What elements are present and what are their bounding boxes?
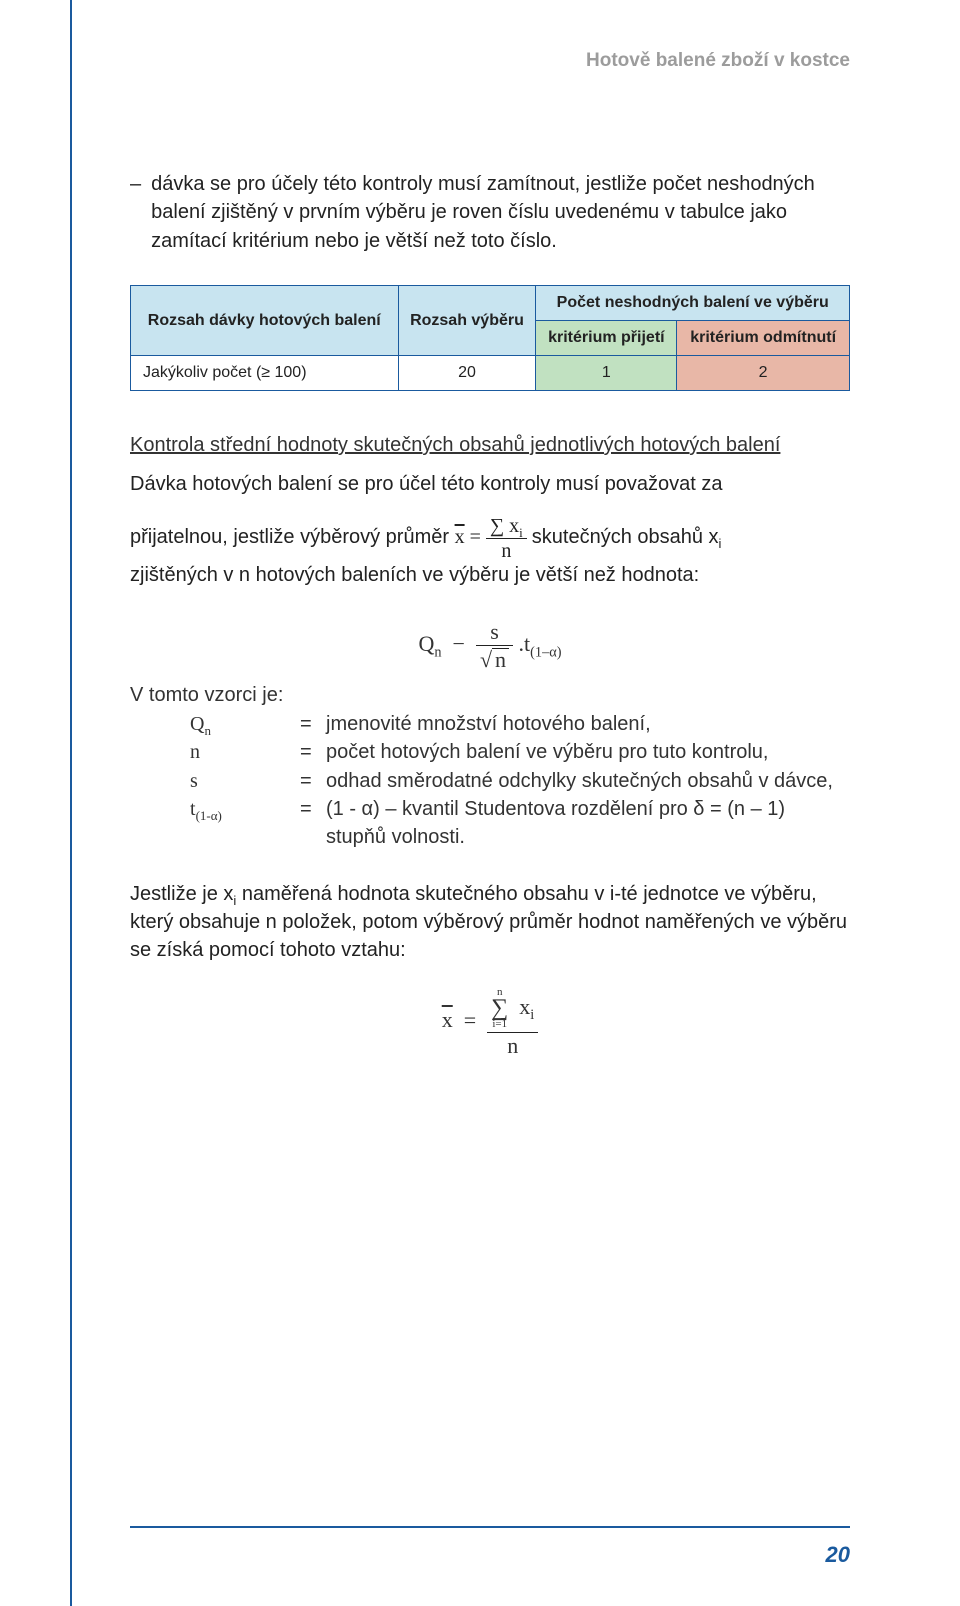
def-text: odhad směrodatné odchylky skutečných obs…	[326, 767, 850, 795]
page-number: 20	[826, 1542, 850, 1568]
def-text: (1 - α) – kvantil Studentova rozdělení p…	[326, 795, 850, 852]
def-symbol: s	[190, 767, 300, 795]
th-reject: kritérium odmítnutí	[677, 321, 850, 356]
def-eq: =	[300, 767, 326, 795]
th-nonconforming: Počet neshodných balení ve výběru	[536, 286, 850, 321]
page-content: Hotově balené zboží v kostce – dávka se …	[0, 0, 960, 1606]
criteria-table: Rozsah dávky hotových balení Rozsah výbě…	[130, 285, 850, 391]
running-head: Hotově balené zboží v kostce	[586, 50, 850, 72]
xbar-lhs: x	[442, 1007, 453, 1033]
formula-sqrt-n: n	[492, 648, 509, 671]
formula-xbar: x = n ∑ i=1 xi n	[130, 987, 850, 1058]
definition-row: s=odhad směrodatné odchylky skutečných o…	[130, 767, 850, 795]
bullet-dash: –	[130, 170, 141, 255]
xbar-den: n	[487, 1033, 538, 1057]
final-para: Jestliže je xi naměřená hodnota skutečné…	[130, 880, 850, 965]
formula-Q: Q	[419, 631, 435, 656]
bottom-rule	[130, 1526, 850, 1528]
th-accept: kritérium přijetí	[536, 321, 677, 356]
def-symbol: t(1-α)	[190, 795, 300, 823]
xbar-inline: x = ∑ xi n	[455, 526, 532, 548]
cell-accept-value: 1	[536, 356, 677, 391]
formula-minus: −	[453, 631, 465, 656]
def-eq: =	[300, 795, 326, 823]
formula-s: s	[476, 621, 513, 646]
after-mean-para: zjištěných v n hotových baleních ve výbě…	[130, 561, 850, 589]
formula-qn: Qn − s √n .t(1–α)	[130, 621, 850, 671]
def-symbol: Qn	[190, 710, 300, 738]
formula-Q-sub: n	[434, 645, 441, 661]
th-sample-size: Rozsah výběru	[398, 286, 536, 356]
def-eq: =	[300, 710, 326, 738]
definition-row: t(1-α)=(1 - α) – kvantil Studentova rozd…	[130, 795, 850, 852]
th-lot-size: Rozsah dávky hotových balení	[131, 286, 399, 356]
bullet-text: dávka se pro účely této kontroly musí za…	[151, 170, 850, 255]
def-text: počet hotových balení ve výběru pro tuto…	[326, 738, 850, 766]
intro-para: Dávka hotových balení se pro účel této k…	[130, 470, 850, 498]
xbar-eq: =	[464, 1007, 476, 1032]
defs-intro: V tomto vzorci je:	[130, 681, 850, 709]
table-row: Jakýkoliv počet (≥ 100) 20 1 2	[131, 356, 850, 391]
bullet-item: – dávka se pro účely této kontroly musí …	[130, 170, 850, 255]
sum-xi-sub: i	[530, 1007, 534, 1023]
definition-row: n=počet hotových balení ve výběru pro tu…	[130, 738, 850, 766]
sum-xi: x	[519, 994, 530, 1019]
cell-lot: Jakýkoliv počet (≥ 100)	[131, 356, 399, 391]
mean-sub-i: i	[719, 536, 722, 551]
cell-sample: 20	[398, 356, 536, 391]
def-text: jmenovité množství hotového balení,	[326, 710, 850, 738]
mean-line: přijatelnou, jestliže výběrový průměr x …	[130, 516, 850, 561]
formula-t-sub: (1–α)	[530, 645, 561, 661]
def-eq: =	[300, 738, 326, 766]
mean-post: skutečných obsahů x	[532, 526, 719, 548]
definition-row: Qn=jmenovité množství hotového balení,	[130, 710, 850, 738]
section-title: Kontrola střední hodnoty skutečných obsa…	[130, 431, 850, 459]
cell-reject-value: 2	[677, 356, 850, 391]
definitions-block: V tomto vzorci je: Qn=jmenovité množství…	[130, 681, 850, 851]
mean-pre: přijatelnou, jestliže výběrový průměr	[130, 526, 455, 548]
sum-lower: i=1	[491, 1019, 508, 1030]
def-symbol: n	[190, 738, 300, 766]
